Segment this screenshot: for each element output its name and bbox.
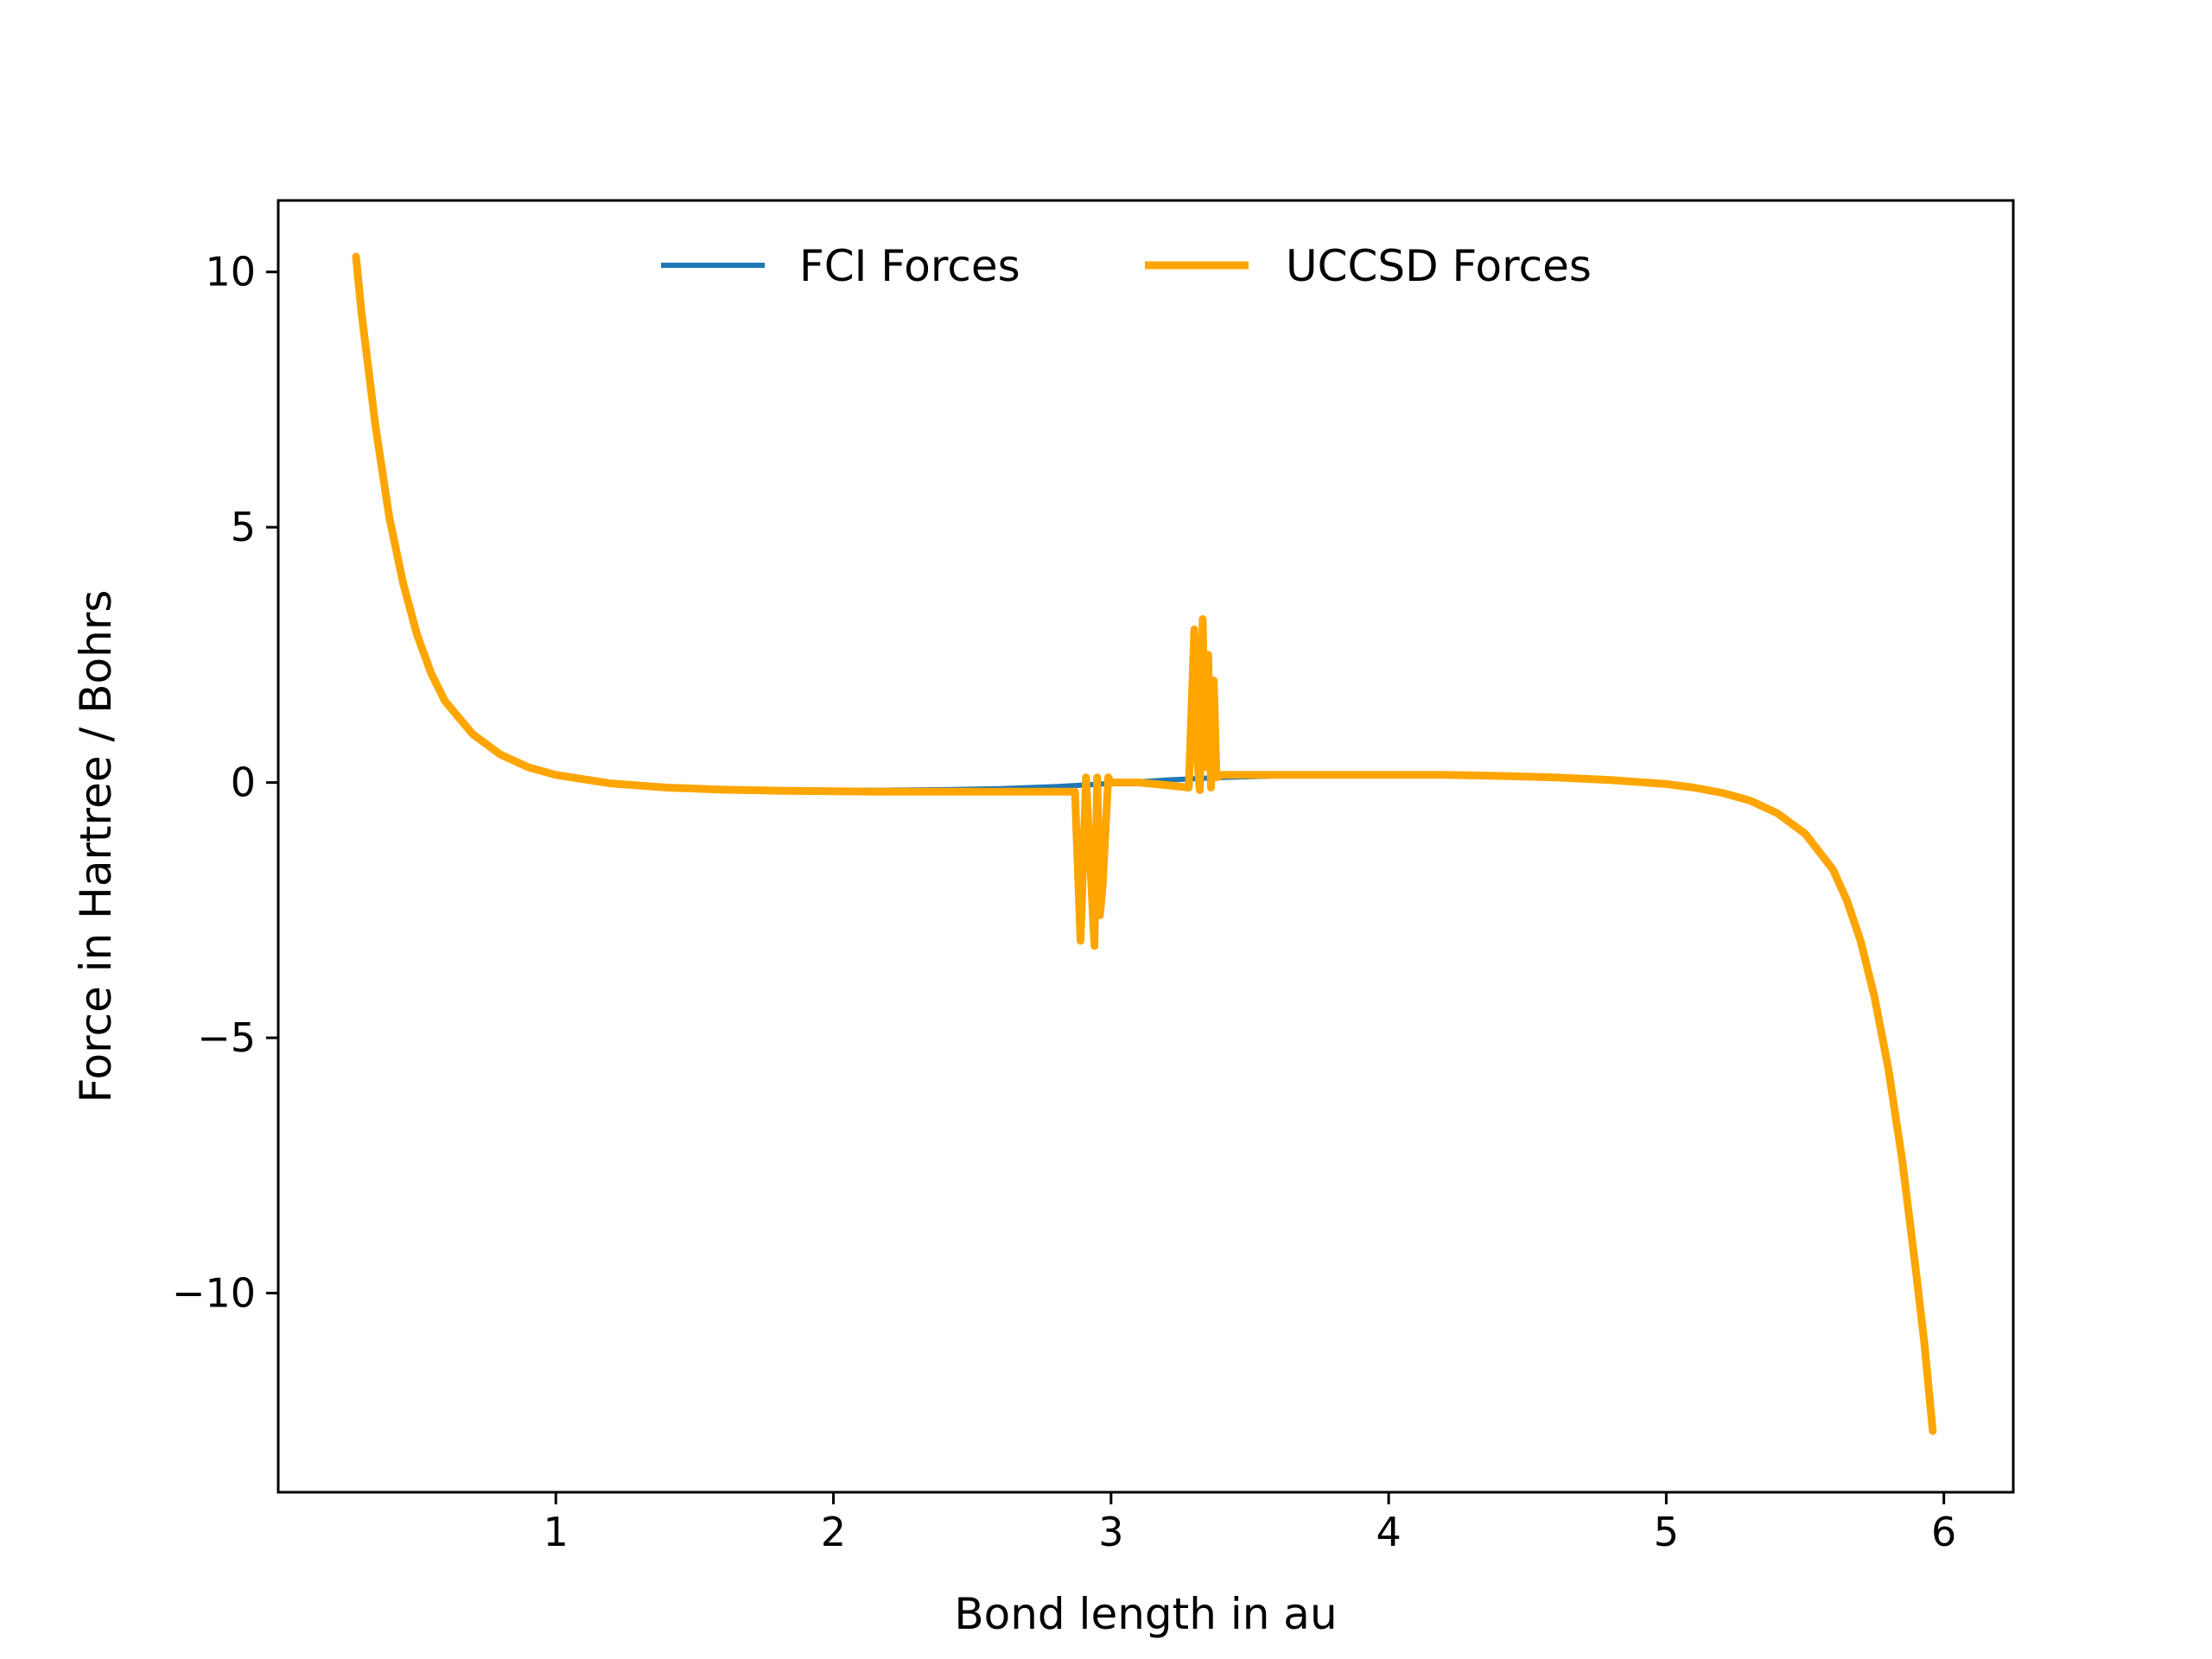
y-tick-label: −5 bbox=[197, 1014, 256, 1061]
y-tick-label: 0 bbox=[231, 760, 256, 806]
x-tick-label: 5 bbox=[1654, 1509, 1679, 1555]
x-tick-label: 2 bbox=[821, 1509, 846, 1555]
x-tick-label: 4 bbox=[1376, 1509, 1401, 1555]
y-axis: 10 5 0 −5 −10 bbox=[172, 249, 278, 1317]
y-tick-label: −10 bbox=[172, 1270, 256, 1317]
legend-label-1: FCI Forces bbox=[799, 241, 1020, 291]
legend-label-2: UCCSD Forces bbox=[1286, 241, 1592, 291]
y-tick-label: 10 bbox=[205, 249, 256, 296]
plot-frame bbox=[276, 199, 2015, 1494]
y-axis-label: Force in Hartree / Bohrs bbox=[71, 590, 121, 1103]
x-tick-label: 1 bbox=[543, 1509, 569, 1555]
y-tick-label: 5 bbox=[231, 504, 256, 550]
x-tick-label: 6 bbox=[1931, 1509, 1956, 1555]
x-axis: 1 2 3 4 5 6 bbox=[543, 1492, 1956, 1555]
x-tick-label: 3 bbox=[1098, 1509, 1123, 1555]
x-axis-label: Bond length in au bbox=[954, 1589, 1337, 1639]
series-line-2 bbox=[352, 252, 1937, 1435]
plot-lines bbox=[352, 252, 1937, 1435]
legend: FCI Forces UCCSD Forces bbox=[661, 241, 1592, 291]
